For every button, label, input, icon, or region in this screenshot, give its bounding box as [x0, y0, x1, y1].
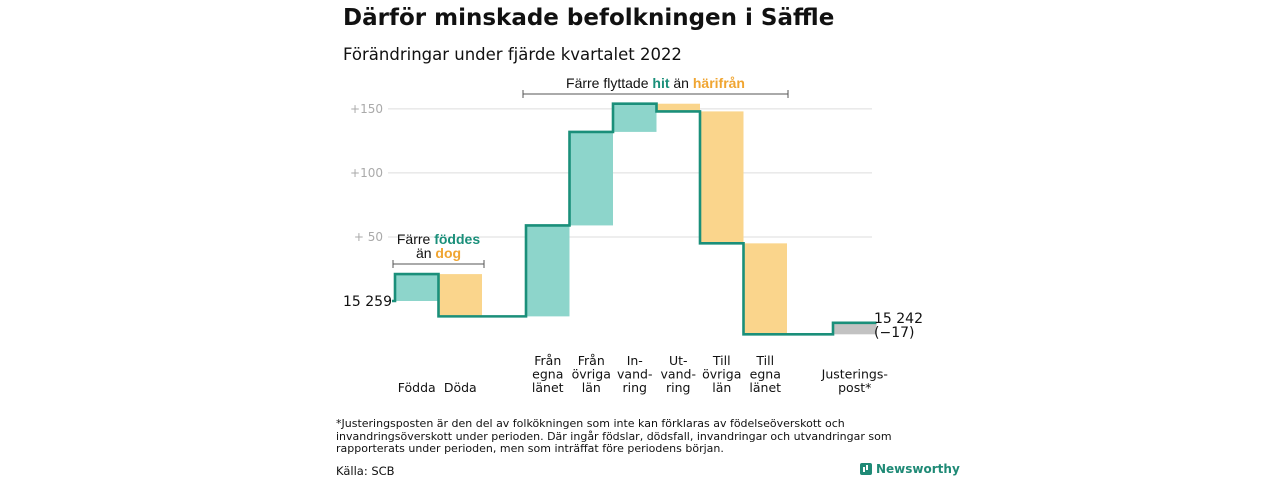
annotation-migration: Färre flyttade hit än härifrån	[566, 75, 745, 91]
y-tick-label: +150	[350, 102, 383, 116]
category-label: Till egna länet	[749, 353, 781, 395]
chart-subtitle: Förändringar under fjärde kvartalet 2022	[343, 45, 682, 64]
category-label: In-vand-ring	[617, 353, 652, 395]
end-value-label: 15 242	[874, 311, 923, 327]
inflow-bar	[526, 225, 570, 317]
start-value-label: 15 259	[343, 294, 392, 310]
category-label: Ut-vand-ring	[661, 353, 696, 395]
source-label: Källa: SCB	[336, 464, 395, 478]
inflow-bar	[569, 131, 613, 226]
footnote: *Justeringsposten är den del av folkökni…	[336, 417, 892, 455]
category-label: Från egna länet	[532, 353, 564, 395]
inflow-bar	[613, 103, 657, 132]
y-tick-label: + 50	[354, 230, 383, 244]
newsworthy-icon	[860, 463, 872, 475]
adjustment-bar	[833, 322, 877, 335]
brand-logo: Newsworthy	[860, 462, 960, 476]
category-label: Justerings-post*	[821, 367, 888, 396]
outflow-bar	[700, 111, 744, 244]
outflow-bar	[656, 103, 700, 112]
outflow-bar	[438, 274, 482, 317]
outflow-bar	[743, 243, 787, 335]
end-change-label: (−17)	[874, 325, 914, 341]
inflow-bar	[395, 274, 439, 301]
category-label: Födda	[398, 380, 436, 395]
annotation-births-line2: än dog	[416, 245, 461, 261]
category-label: Till övriga län	[702, 353, 741, 395]
brand-name: Newsworthy	[876, 462, 960, 476]
chart-title: Därför minskade befolkningen i Säffle	[343, 5, 835, 31]
annotation-births-line1: Färre föddes	[397, 231, 480, 247]
y-tick-label: +100	[350, 166, 383, 180]
category-label: Från övriga län	[572, 353, 611, 395]
population-step-line	[392, 102, 877, 336]
category-label: Döda	[444, 380, 477, 395]
